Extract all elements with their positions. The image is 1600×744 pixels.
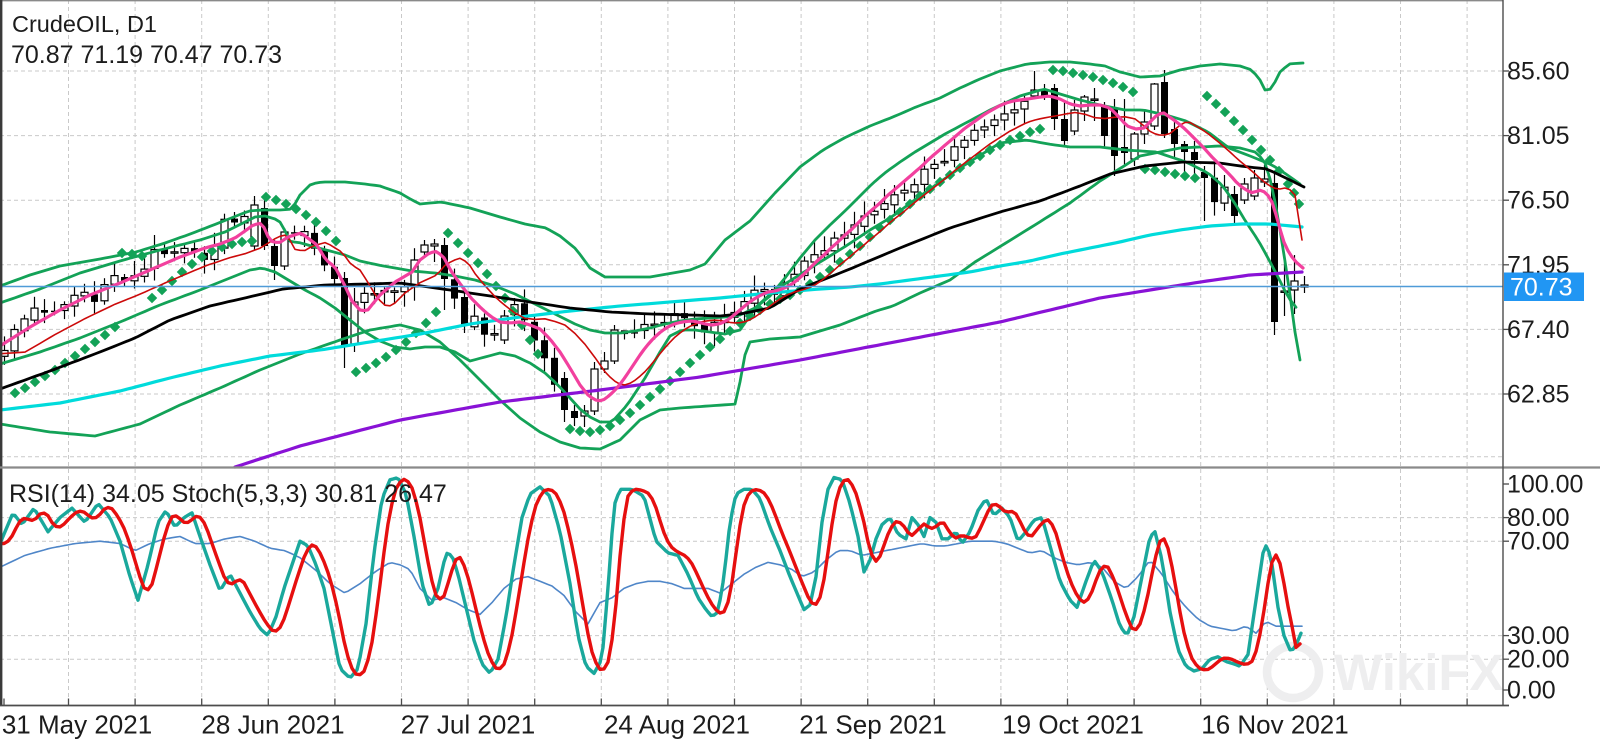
svg-text:81.05: 81.05 [1507,122,1570,150]
svg-text:21 Sep 2021: 21 Sep 2021 [799,710,946,740]
svg-text:62.85: 62.85 [1507,381,1570,409]
svg-text:70.00: 70.00 [1507,528,1570,556]
svg-text:70.87 71.19 70.47 70.73: 70.87 71.19 70.47 70.73 [11,41,282,69]
svg-text:0.00: 0.00 [1507,677,1556,705]
svg-text:76.50: 76.50 [1507,187,1570,215]
svg-text:30.00: 30.00 [1507,622,1570,650]
svg-text:85.60: 85.60 [1507,58,1570,86]
svg-text:28 Jun 2021: 28 Jun 2021 [201,710,344,740]
svg-text:RSI(14) 34.05 Stoch(5,3,3) 30.: RSI(14) 34.05 Stoch(5,3,3) 30.81 26.47 [9,480,447,508]
svg-text:100.00: 100.00 [1507,471,1583,499]
svg-text:27 Jul 2021: 27 Jul 2021 [401,710,535,740]
svg-text:20.00: 20.00 [1507,646,1570,674]
svg-text:19 Oct 2021: 19 Oct 2021 [1002,710,1144,740]
svg-text:16 Nov 2021: 16 Nov 2021 [1201,710,1348,740]
svg-text:67.40: 67.40 [1507,316,1570,344]
svg-text:WikiFX: WikiFX [1334,644,1504,701]
svg-text:80.00: 80.00 [1507,504,1570,532]
svg-text:70.73: 70.73 [1510,274,1573,302]
svg-text:31 May 2021: 31 May 2021 [2,710,152,740]
svg-text:24 Aug 2021: 24 Aug 2021 [604,710,750,740]
svg-text:CrudeOIL, D1: CrudeOIL, D1 [12,11,157,37]
